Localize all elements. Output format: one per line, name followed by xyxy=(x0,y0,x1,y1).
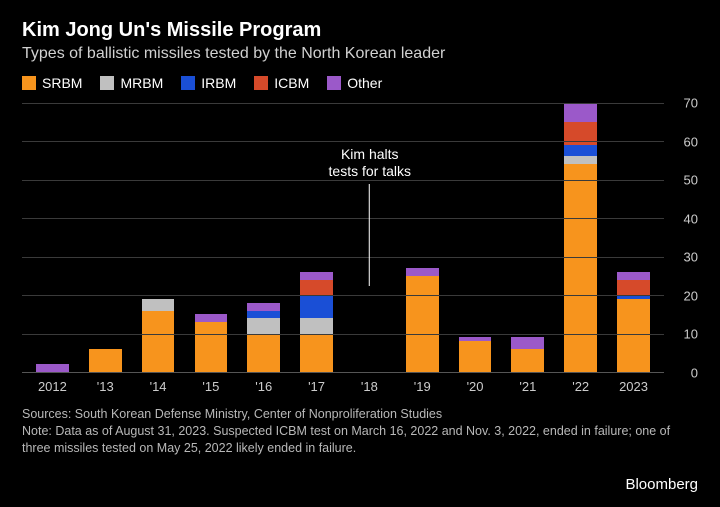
x-tick-label: '16 xyxy=(237,373,290,394)
bar-segment-other xyxy=(617,272,650,280)
bar-segment-srbm xyxy=(89,349,122,372)
y-tick-label: 0 xyxy=(664,366,698,381)
chart-area: Kim haltstests for talks 010203040506070 xyxy=(22,103,698,373)
bar-segment-other xyxy=(300,272,333,280)
x-tick-label: 2012 xyxy=(26,373,79,394)
bar-segment-mrbm xyxy=(300,318,333,333)
gridline xyxy=(22,257,664,258)
bar-segment-icbm xyxy=(617,280,650,295)
legend-label: Other xyxy=(347,75,382,91)
gridline xyxy=(22,295,664,296)
bar-segment-srbm xyxy=(406,276,439,372)
bar-column xyxy=(343,103,396,372)
gridline xyxy=(22,218,664,219)
bars-container xyxy=(22,103,664,372)
legend-swatch xyxy=(22,76,36,90)
bar-segment-srbm xyxy=(247,334,280,372)
x-axis: 2012'13'14'15'16'17'18'19'20'21'222023 xyxy=(22,373,664,394)
x-tick-label: '20 xyxy=(449,373,502,394)
x-tick-label: '18 xyxy=(343,373,396,394)
gridline xyxy=(22,103,664,104)
x-tick-label: '19 xyxy=(396,373,449,394)
x-tick-label: '21 xyxy=(501,373,554,394)
y-tick-label: 40 xyxy=(664,211,698,226)
bar-segment-srbm xyxy=(459,341,492,372)
gridline xyxy=(22,141,664,142)
bar-segment-other xyxy=(406,268,439,276)
bar-column xyxy=(237,103,290,372)
bar-column xyxy=(449,103,502,372)
bar-segment-mrbm xyxy=(247,318,280,333)
legend-item-srbm: SRBM xyxy=(22,75,82,91)
legend-label: ICBM xyxy=(274,75,309,91)
bar-segment-other xyxy=(511,337,544,349)
bar-segment-srbm xyxy=(142,311,175,372)
bar-segment-srbm xyxy=(511,349,544,372)
bar-column xyxy=(607,103,660,372)
bar-segment-mrbm xyxy=(564,156,597,164)
bar-segment-srbm xyxy=(300,334,333,372)
bar-segment-irbm xyxy=(247,311,280,319)
legend-item-irbm: IRBM xyxy=(181,75,236,91)
bar-segment-icbm xyxy=(300,280,333,295)
x-tick-label: '14 xyxy=(132,373,185,394)
y-axis: 010203040506070 xyxy=(664,103,698,373)
x-tick-label: '22 xyxy=(554,373,607,394)
legend-label: MRBM xyxy=(120,75,163,91)
legend-swatch xyxy=(327,76,341,90)
legend-swatch xyxy=(254,76,268,90)
y-tick-label: 30 xyxy=(664,250,698,265)
legend-label: SRBM xyxy=(42,75,82,91)
bar-column xyxy=(184,103,237,372)
x-tick-label: '13 xyxy=(79,373,132,394)
chart-title: Kim Jong Un's Missile Program xyxy=(22,18,698,43)
legend-swatch xyxy=(100,76,114,90)
bar-segment-srbm xyxy=(195,322,228,372)
footer-text: Sources: South Korean Defense Ministry, … xyxy=(22,406,698,457)
bar-segment-other xyxy=(195,314,228,322)
bar-segment-irbm xyxy=(300,295,333,318)
x-tick-label: '17 xyxy=(290,373,343,394)
bar-column xyxy=(26,103,79,372)
legend-item-other: Other xyxy=(327,75,382,91)
bar-segment-irbm xyxy=(564,145,597,156)
bar-column xyxy=(554,103,607,372)
chart-subtitle: Types of ballistic missiles tested by th… xyxy=(22,45,698,63)
y-tick-label: 10 xyxy=(664,327,698,342)
note-line: Note: Data as of August 31, 2023. Suspec… xyxy=(22,423,698,457)
bar-column xyxy=(132,103,185,372)
gridline xyxy=(22,334,664,335)
y-tick-label: 50 xyxy=(664,173,698,188)
bar-segment-srbm xyxy=(564,164,597,372)
plot-area: Kim haltstests for talks xyxy=(22,103,664,373)
legend-item-mrbm: MRBM xyxy=(100,75,163,91)
bar-column xyxy=(79,103,132,372)
legend: SRBM MRBM IRBM ICBM Other xyxy=(22,75,698,91)
legend-swatch xyxy=(181,76,195,90)
sources-line: Sources: South Korean Defense Ministry, … xyxy=(22,406,698,423)
bar-segment-mrbm xyxy=(142,299,175,311)
bar-segment-other xyxy=(247,303,280,311)
y-tick-label: 20 xyxy=(664,288,698,303)
bar-column xyxy=(290,103,343,372)
x-tick-label: 2023 xyxy=(607,373,660,394)
bar-segment-other xyxy=(36,364,69,372)
gridline xyxy=(22,180,664,181)
x-tick-label: '15 xyxy=(184,373,237,394)
attribution: Bloomberg xyxy=(625,476,698,493)
bar-segment-srbm xyxy=(617,299,650,372)
bar-column xyxy=(501,103,554,372)
bar-segment-other xyxy=(564,103,597,122)
bar-column xyxy=(396,103,449,372)
y-tick-label: 60 xyxy=(664,134,698,149)
legend-item-icbm: ICBM xyxy=(254,75,309,91)
legend-label: IRBM xyxy=(201,75,236,91)
y-tick-label: 70 xyxy=(664,96,698,111)
